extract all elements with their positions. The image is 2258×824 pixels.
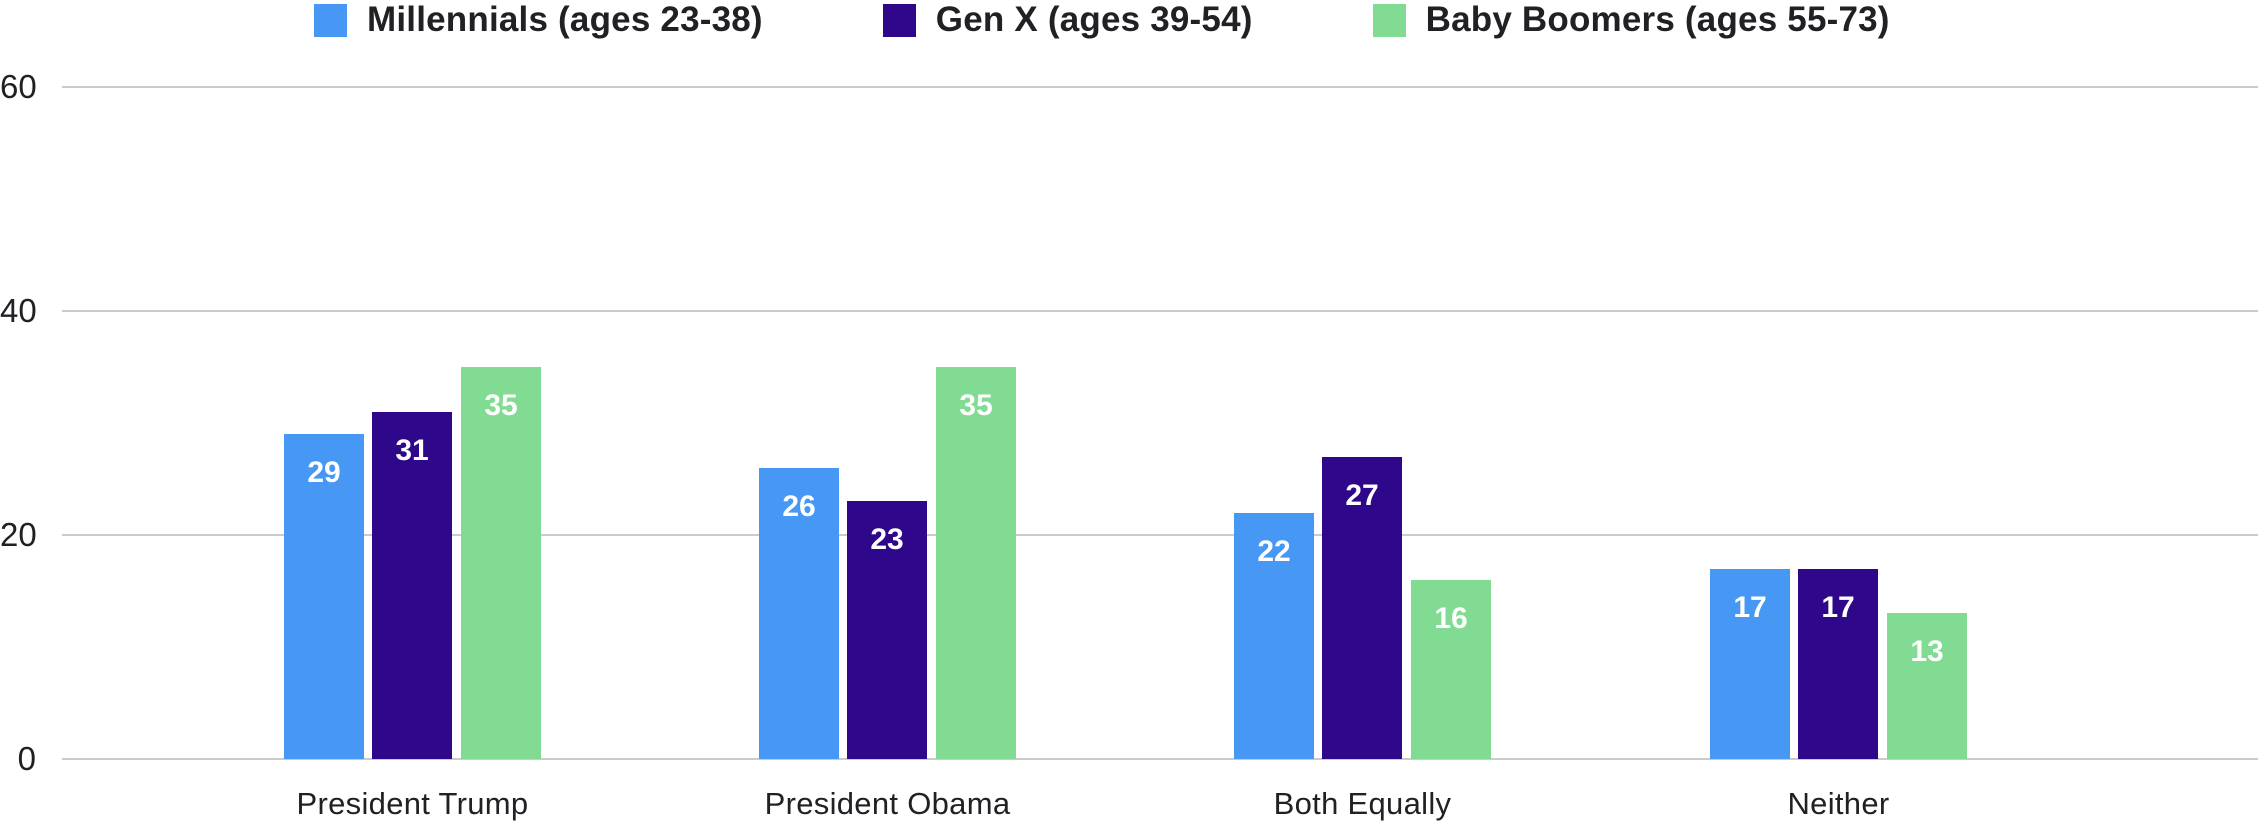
bar: 26 xyxy=(759,468,839,759)
bar-value-label: 22 xyxy=(1257,535,1291,568)
y-axis-tick-label: 20 xyxy=(0,516,37,553)
bar-value-label: 17 xyxy=(1733,591,1767,624)
bar-value-label: 17 xyxy=(1821,591,1855,624)
gridline-y-40 xyxy=(62,310,2258,312)
x-axis-category-label: Neither xyxy=(1787,786,1890,821)
bar-value-label: 26 xyxy=(782,490,816,523)
bar: 17 xyxy=(1710,569,1790,759)
legend-swatch xyxy=(314,3,347,37)
bar: 16 xyxy=(1411,580,1491,759)
legend-swatch xyxy=(882,3,916,37)
bar-value-label: 29 xyxy=(307,456,341,489)
y-axis-tick-label: 40 xyxy=(0,292,37,329)
bar-value-label: 23 xyxy=(870,523,904,556)
bar-value-label: 27 xyxy=(1345,479,1379,512)
bar-value-label: 13 xyxy=(1910,635,1944,668)
bar: 22 xyxy=(1234,513,1314,759)
x-axis-category-label: Both Equally xyxy=(1273,786,1452,821)
bar: 35 xyxy=(461,367,541,759)
bar: 29 xyxy=(284,434,364,759)
x-axis-category-label: President Obama xyxy=(764,786,1011,821)
gridline-y-0 xyxy=(62,758,2258,760)
legend-item: Baby Boomers (ages 55-73) xyxy=(1372,0,1890,40)
bar-value-label: 35 xyxy=(484,389,518,422)
chart-legend: Millennials (ages 23-38) Gen X (ages 39-5… xyxy=(314,0,1890,40)
x-axis-category-label: President Trump xyxy=(296,786,529,821)
bar-value-label: 31 xyxy=(395,434,429,467)
legend-label: Baby Boomers (ages 55-73) xyxy=(1425,0,1890,39)
legend-swatch xyxy=(1372,3,1406,37)
legend-label: Gen X (ages 39-54) xyxy=(935,0,1253,39)
legend-label: Millennials (ages 23-38) xyxy=(367,0,763,39)
bar: 35 xyxy=(936,367,1016,759)
bar: 27 xyxy=(1322,457,1402,759)
bar: 13 xyxy=(1887,613,1967,759)
bar: 23 xyxy=(847,501,927,759)
legend-item: Millennials (ages 23-38) xyxy=(314,0,763,40)
y-axis-tick-label: 0 xyxy=(17,740,36,777)
bar-value-label: 35 xyxy=(959,389,993,422)
gridline-y-60 xyxy=(62,86,2258,88)
bar-value-label: 16 xyxy=(1434,602,1468,635)
gridline-y-20 xyxy=(62,534,2258,536)
bar: 17 xyxy=(1798,569,1878,759)
y-axis-tick-label: 60 xyxy=(0,68,37,105)
legend-item: Gen X (ages 39-54) xyxy=(882,0,1253,40)
bar: 31 xyxy=(372,412,452,759)
